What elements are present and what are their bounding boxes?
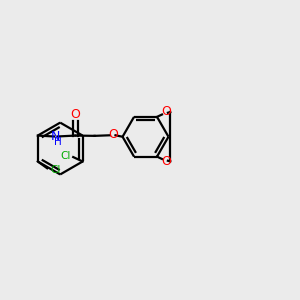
Text: N: N (51, 130, 60, 143)
Text: O: O (109, 128, 118, 141)
Text: Cl: Cl (60, 151, 70, 160)
Text: O: O (161, 105, 171, 118)
Text: H: H (55, 137, 62, 147)
Text: Cl: Cl (50, 165, 61, 175)
Text: O: O (161, 155, 171, 168)
Text: O: O (70, 109, 80, 122)
